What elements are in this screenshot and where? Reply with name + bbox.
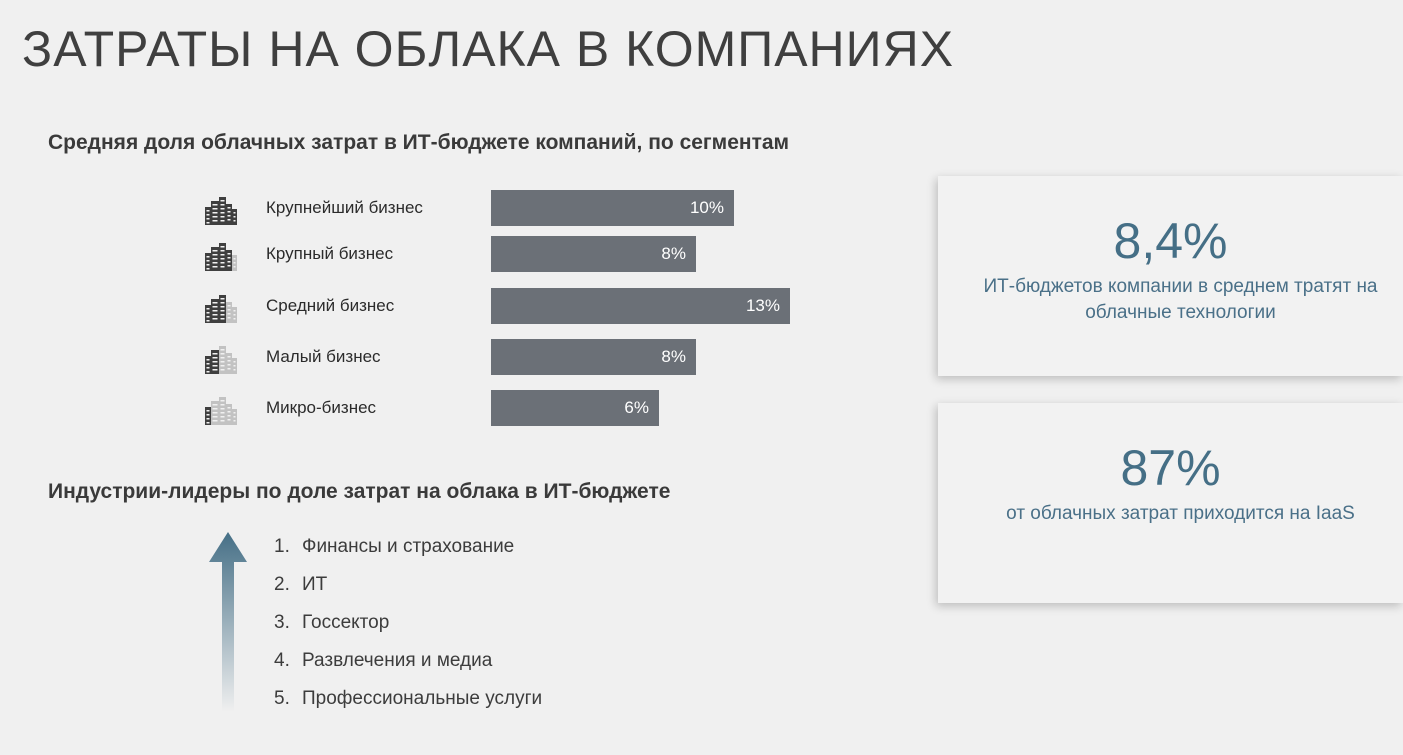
segment-bar: 8% bbox=[491, 339, 696, 375]
segment-label: Средний бизнес bbox=[266, 296, 395, 315]
page-title: ЗАТРАТЫ НА ОБЛАКА В КОМПАНИЯХ bbox=[22, 21, 955, 77]
industries-list: 1. Финансы и страхование 2. ИТ 3. Госсектор… bbox=[274, 536, 542, 726]
up-arrow-icon bbox=[209, 532, 247, 712]
buildings-icon bbox=[205, 243, 237, 271]
segment-row: Средний бизнес 13% bbox=[0, 288, 790, 324]
stat-card-cloud-share: 8,4% ИТ-бюджетов компании в среднем трат… bbox=[938, 176, 1403, 376]
segment-label: Крупнейший бизнес bbox=[266, 198, 423, 217]
list-item-number: 3. bbox=[274, 612, 290, 633]
stat-description: ИТ-бюджетов компании в среднем тратят на… bbox=[983, 276, 1378, 323]
list-item-label: ИТ bbox=[302, 574, 328, 595]
list-item-number: 4. bbox=[274, 650, 290, 671]
stat-value: 8,4% bbox=[1113, 213, 1228, 269]
list-item-number: 1. bbox=[274, 536, 290, 557]
segment-bar: 13% bbox=[491, 288, 790, 324]
segment-bar-value: 8% bbox=[661, 347, 686, 366]
list-item: 4. Развлечения и медиа bbox=[274, 650, 542, 688]
list-item: 1. Финансы и страхование bbox=[274, 536, 542, 574]
list-item: 2. ИТ bbox=[274, 574, 542, 612]
list-item-label: Развлечения и медиа bbox=[302, 650, 493, 671]
segment-bar: 6% bbox=[491, 390, 659, 426]
segment-row: Крупнейший бизнес 10% bbox=[0, 190, 760, 226]
segment-bar: 10% bbox=[491, 190, 734, 226]
buildings-icon bbox=[205, 197, 237, 225]
segment-bar-value: 6% bbox=[624, 398, 649, 417]
list-item-label: Профессиональные услуги bbox=[302, 688, 543, 709]
segment-label: Малый бизнес bbox=[266, 347, 381, 366]
segment-bar-value: 10% bbox=[689, 198, 724, 217]
list-item-number: 5. bbox=[274, 688, 290, 709]
segment-label: Микро-бизнес bbox=[266, 398, 377, 417]
stat-card-iaas-share: 87% от облачных затрат приходится на Iaa… bbox=[938, 403, 1403, 603]
list-item: 5. Профессиональные услуги bbox=[274, 688, 542, 726]
segments-heading: Средняя доля облачных затрат в ИТ-бюджет… bbox=[48, 131, 790, 154]
buildings-icon bbox=[205, 397, 237, 425]
segment-label: Крупный бизнес bbox=[266, 244, 394, 263]
list-item-label: Финансы и страхование bbox=[302, 536, 515, 557]
buildings-icon bbox=[205, 295, 237, 323]
list-item-label: Госсектор bbox=[302, 612, 390, 633]
list-item: 3. Госсектор bbox=[274, 612, 542, 650]
buildings-icon bbox=[205, 346, 237, 374]
industries-heading: Индустрии-лидеры по доле затрат на облак… bbox=[48, 480, 671, 503]
segment-row: Микро-бизнес 6% bbox=[0, 390, 760, 426]
list-item-number: 2. bbox=[274, 574, 290, 595]
segment-row: Крупный бизнес 8% bbox=[0, 236, 760, 272]
segment-bar-value: 13% bbox=[745, 296, 780, 315]
stat-description: от облачных затрат приходится на IaaS bbox=[1006, 503, 1355, 524]
segment-bar: 8% bbox=[491, 236, 696, 272]
stat-value: 87% bbox=[1120, 440, 1221, 496]
segment-bar-value: 8% bbox=[661, 244, 686, 263]
segment-row: Малый бизнес 8% bbox=[0, 339, 760, 375]
